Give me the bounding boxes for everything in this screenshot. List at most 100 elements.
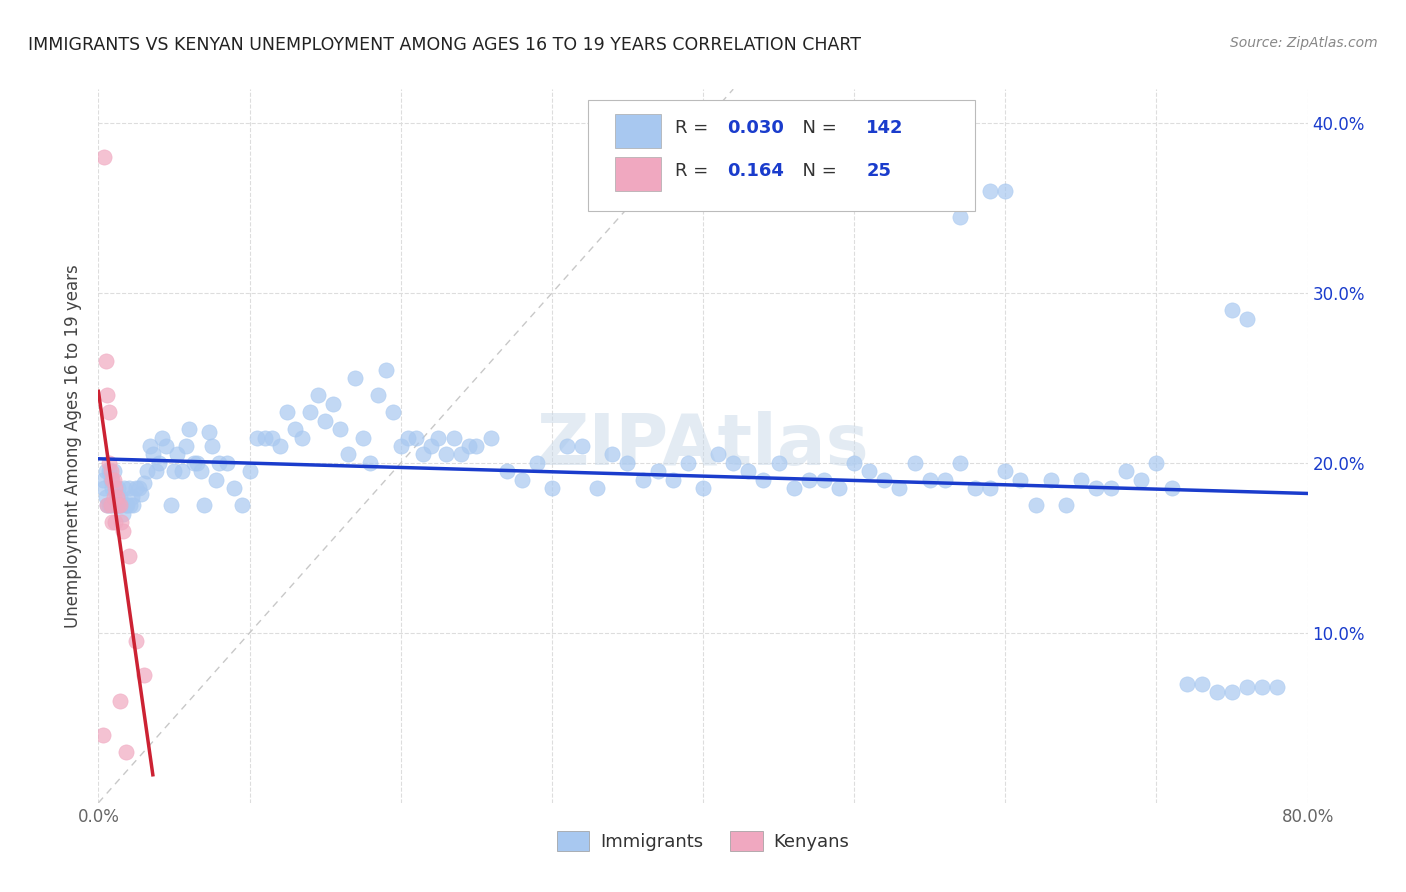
Point [139, 439, 162, 453]
Point [737, 465, 759, 479]
Point [336, 448, 359, 462]
Point [1160, 482, 1182, 496]
Point [103, 465, 125, 479]
Point [1024, 499, 1046, 513]
Point [918, 473, 941, 487]
Point [150, 430, 173, 444]
Point [291, 430, 314, 444]
Text: 0.030: 0.030 [727, 120, 785, 137]
Point [179, 422, 201, 436]
Point [647, 465, 669, 479]
Point [949, 456, 972, 470]
Point [1267, 680, 1289, 694]
Point [105, 490, 128, 504]
Point [110, 516, 132, 530]
FancyBboxPatch shape [614, 157, 661, 191]
Point [174, 439, 197, 453]
Legend: Immigrants, Kenyans: Immigrants, Kenyans [550, 823, 856, 858]
Point [661, 473, 683, 487]
Point [1115, 465, 1137, 479]
Point [132, 476, 155, 491]
Point [118, 482, 141, 496]
Point [495, 465, 517, 479]
Point [284, 422, 307, 436]
Text: N =: N = [792, 162, 848, 180]
Point [111, 524, 134, 538]
Point [129, 486, 152, 500]
Point [208, 456, 231, 470]
Point [142, 448, 165, 462]
Point [1010, 473, 1032, 487]
Point [110, 499, 132, 513]
Point [105, 490, 128, 504]
Point [104, 516, 127, 530]
Point [299, 405, 322, 419]
Point [170, 465, 193, 479]
Point [1191, 677, 1213, 691]
Text: 25: 25 [866, 162, 891, 180]
Point [783, 482, 806, 496]
Point [1175, 677, 1198, 691]
FancyBboxPatch shape [614, 114, 661, 148]
Point [94, 354, 117, 368]
Point [197, 425, 219, 440]
Point [844, 456, 866, 470]
Point [166, 448, 188, 462]
Text: R =: R = [675, 120, 714, 137]
Point [190, 465, 212, 479]
Point [723, 456, 745, 470]
Point [873, 473, 896, 487]
Point [828, 482, 851, 496]
Point [412, 448, 434, 462]
Point [93, 482, 115, 496]
Point [96, 499, 118, 513]
Point [148, 456, 170, 470]
Point [115, 499, 138, 513]
Point [510, 473, 533, 487]
Point [94, 490, 117, 504]
Point [155, 439, 177, 453]
Point [112, 482, 135, 496]
Point [96, 388, 118, 402]
Point [193, 499, 215, 513]
Point [382, 405, 405, 419]
Point [1130, 473, 1153, 487]
Point [540, 482, 562, 496]
Point [979, 482, 1001, 496]
Point [186, 456, 208, 470]
Point [465, 439, 488, 453]
Text: IMMIGRANTS VS KENYAN UNEMPLOYMENT AMONG AGES 16 TO 19 YEARS CORRELATION CHART: IMMIGRANTS VS KENYAN UNEMPLOYMENT AMONG … [28, 36, 860, 54]
Point [276, 405, 298, 419]
Point [481, 430, 503, 444]
Point [367, 388, 389, 402]
Point [101, 516, 124, 530]
Point [389, 439, 412, 453]
Text: N =: N = [792, 120, 842, 137]
Point [443, 430, 465, 444]
Point [132, 668, 155, 682]
Point [571, 439, 593, 453]
Point [215, 456, 238, 470]
Point [420, 439, 443, 453]
Point [1099, 482, 1122, 496]
Point [979, 184, 1001, 198]
Point [1220, 685, 1243, 699]
Point [96, 499, 118, 513]
Point [269, 439, 291, 453]
Point [100, 465, 122, 479]
Text: Source: ZipAtlas.com: Source: ZipAtlas.com [1230, 36, 1378, 50]
Point [676, 456, 699, 470]
Point [314, 413, 336, 427]
Point [934, 473, 956, 487]
Point [121, 490, 143, 504]
Point [107, 499, 129, 513]
FancyBboxPatch shape [588, 100, 976, 211]
Point [1039, 473, 1062, 487]
Point [91, 728, 114, 742]
Point [434, 448, 457, 462]
Point [231, 499, 253, 513]
Point [94, 465, 117, 479]
Point [768, 456, 790, 470]
Point [1144, 456, 1167, 470]
Point [994, 184, 1017, 198]
